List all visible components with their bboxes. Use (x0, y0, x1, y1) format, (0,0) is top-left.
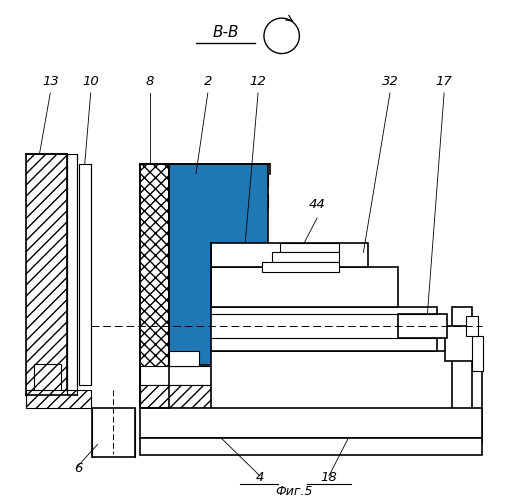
Bar (33, 364, 61, 392)
Bar (140, 366, 211, 386)
Text: 6: 6 (73, 462, 82, 475)
Bar (169, 273, 243, 287)
Text: Фиг.5: Фиг.5 (276, 485, 313, 498)
Bar (452, 306, 472, 444)
Bar (140, 164, 169, 408)
Bar (280, 242, 339, 252)
Bar (398, 314, 447, 338)
Bar (26, 154, 67, 395)
Bar (466, 316, 478, 336)
Text: В-В: В-В (212, 26, 239, 40)
Bar (169, 293, 238, 306)
Bar (140, 438, 481, 456)
Bar (169, 214, 258, 228)
Bar (169, 350, 224, 364)
Bar (79, 164, 91, 386)
Bar (140, 386, 211, 408)
Bar (211, 306, 437, 351)
Bar (272, 252, 339, 262)
Bar (211, 267, 398, 306)
Text: 10: 10 (82, 75, 99, 88)
Text: 44: 44 (309, 198, 326, 211)
Text: 18: 18 (320, 471, 337, 484)
Bar (472, 336, 483, 370)
Bar (211, 351, 481, 444)
Bar (262, 262, 339, 272)
Bar (169, 254, 248, 267)
Bar (169, 332, 229, 346)
Text: 12: 12 (250, 75, 266, 88)
Text: 2: 2 (204, 75, 212, 88)
Bar (140, 408, 481, 438)
Bar (169, 194, 268, 208)
Bar (211, 242, 368, 267)
Bar (169, 312, 233, 326)
Text: 4: 4 (256, 471, 264, 484)
Bar (26, 390, 91, 408)
Text: 17: 17 (436, 75, 453, 88)
Text: 13: 13 (42, 75, 59, 88)
Bar (169, 174, 268, 188)
Text: 32: 32 (381, 75, 399, 88)
Bar (445, 326, 477, 360)
Bar (169, 164, 268, 364)
Bar (92, 408, 135, 457)
Bar (67, 154, 77, 395)
Bar (169, 351, 199, 366)
Text: 8: 8 (145, 75, 154, 88)
Bar (169, 234, 253, 247)
